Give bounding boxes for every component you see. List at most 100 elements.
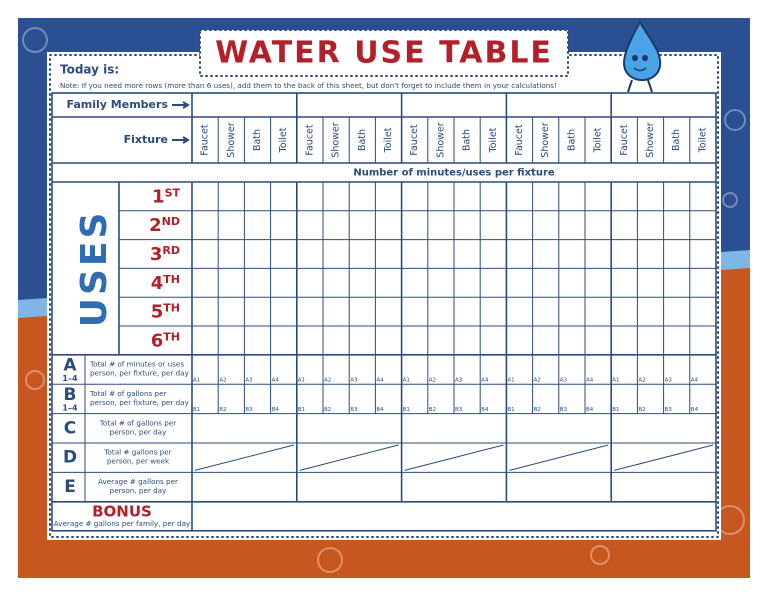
cell-label: A3 (245, 378, 253, 384)
cell-label: B1 (507, 407, 514, 413)
mascot (623, 19, 662, 93)
summary-text: person, per day (110, 486, 167, 495)
cell-label: B2 (638, 407, 645, 413)
fixture-label: Fixture (124, 133, 168, 146)
summary-letter: D (63, 448, 77, 468)
use-number: 6 (151, 330, 164, 351)
summary-text: Total # of gallons per (89, 389, 167, 398)
summary-letter: C (64, 418, 76, 438)
cell-label: A3 (350, 378, 358, 384)
cell-label: A2 (324, 378, 331, 384)
use-ordinal: 4TH (151, 273, 180, 294)
arrow (172, 136, 190, 144)
cell-label: A1 (193, 378, 200, 384)
cell-label: A4 (691, 378, 699, 384)
cell-label: B1 (612, 407, 619, 413)
use-ordinal: 1ST (152, 186, 180, 207)
bonus-text: Average # gallons per family, per day (54, 519, 191, 528)
fixture-header: Shower (435, 122, 446, 157)
cell-label: B4 (481, 407, 489, 413)
rule (509, 444, 609, 471)
use-suffix: TH (163, 273, 180, 286)
title: WATER USE TABLE (215, 36, 553, 71)
summary-text: Total # of gallons per (99, 418, 177, 427)
fixture-header: Bath (462, 129, 473, 151)
rule (614, 444, 714, 471)
use-ordinal: 2ND (149, 215, 180, 236)
cell-label: A1 (298, 378, 305, 384)
fixture-header: Toilet (488, 127, 499, 153)
use-number: 2 (149, 215, 162, 236)
use-suffix: ND (162, 215, 180, 228)
cell-label: A4 (481, 378, 489, 384)
fixture-header: Faucet (514, 124, 525, 156)
use-number: 1 (152, 186, 165, 207)
cell-label: B2 (219, 407, 226, 413)
use-number: 3 (150, 244, 163, 265)
use-ordinal: 5TH (151, 302, 180, 323)
cell-label: B2 (324, 407, 331, 413)
cell-label: B2 (429, 407, 436, 413)
use-ordinal: 3RD (150, 244, 180, 265)
cell-label: B3 (455, 407, 463, 413)
summary-text: Total # gallons per (103, 448, 171, 457)
cell-label: B4 (691, 407, 699, 413)
use-number: 4 (151, 273, 164, 294)
note: Note: If you need more rows (more than 6… (60, 81, 557, 90)
fixture-header: Toilet (278, 127, 289, 153)
summary-letter: E (64, 477, 76, 497)
cell-label: B3 (245, 407, 253, 413)
cell-label: B4 (376, 407, 384, 413)
rule (404, 444, 504, 471)
fixture-header: Toilet (593, 127, 604, 153)
use-suffix: TH (163, 302, 180, 315)
fixture-header: Faucet (304, 124, 315, 156)
cell-label: B3 (665, 407, 673, 413)
cell-label: A1 (403, 378, 410, 384)
summary-sub: 1–4 (62, 403, 78, 412)
cell-label: A1 (612, 378, 619, 384)
cell-label: A4 (272, 378, 280, 384)
minutes-header: Number of minutes/uses per fixture (353, 168, 555, 179)
cell-label: B3 (560, 407, 568, 413)
use-suffix: RD (162, 244, 180, 257)
summary-text: person, per week (107, 457, 170, 466)
fixture-header: Bath (566, 129, 577, 151)
cell-label: A3 (455, 378, 463, 384)
cell-label: A1 (507, 378, 514, 384)
use-suffix: TH (163, 330, 180, 343)
title-banner (199, 29, 569, 77)
summary-sub: 1–4 (62, 374, 78, 383)
cell-label: B1 (193, 407, 200, 413)
fixture-header: Shower (645, 122, 656, 157)
cell-label: A4 (586, 378, 594, 384)
use-suffix: ST (165, 186, 181, 199)
cell-label: A2 (429, 378, 436, 384)
fixture-header: Toilet (697, 127, 708, 153)
fixture-header: Faucet (409, 124, 420, 156)
rule (299, 444, 399, 471)
cell-label: A3 (665, 378, 673, 384)
uses-label: USES (74, 210, 115, 328)
table-border (51, 92, 717, 532)
cell-label: A4 (376, 378, 384, 384)
fixture-header: Faucet (619, 124, 630, 156)
fixture-header: Shower (540, 122, 551, 157)
fixture-header: Toilet (383, 127, 394, 153)
family-members-label: Family Members (67, 98, 169, 111)
cell-label: B1 (298, 407, 305, 413)
table: Family Members Fixture Number of minutes/u… (51, 92, 717, 532)
summary-text: Total # of minutes or uses (89, 360, 184, 369)
cell-label: A2 (638, 378, 645, 384)
fixture-header: Bath (357, 129, 368, 151)
today-label: Today is: (60, 63, 119, 77)
rule (194, 444, 294, 471)
arrow (172, 101, 190, 109)
summary-text: Average # gallons per (98, 477, 178, 486)
fixture-header: Faucet (200, 124, 211, 156)
summary-text: person, per day (110, 427, 167, 436)
cell-label: B3 (350, 407, 358, 413)
use-number: 5 (151, 302, 164, 323)
cell-label: B4 (272, 407, 280, 413)
